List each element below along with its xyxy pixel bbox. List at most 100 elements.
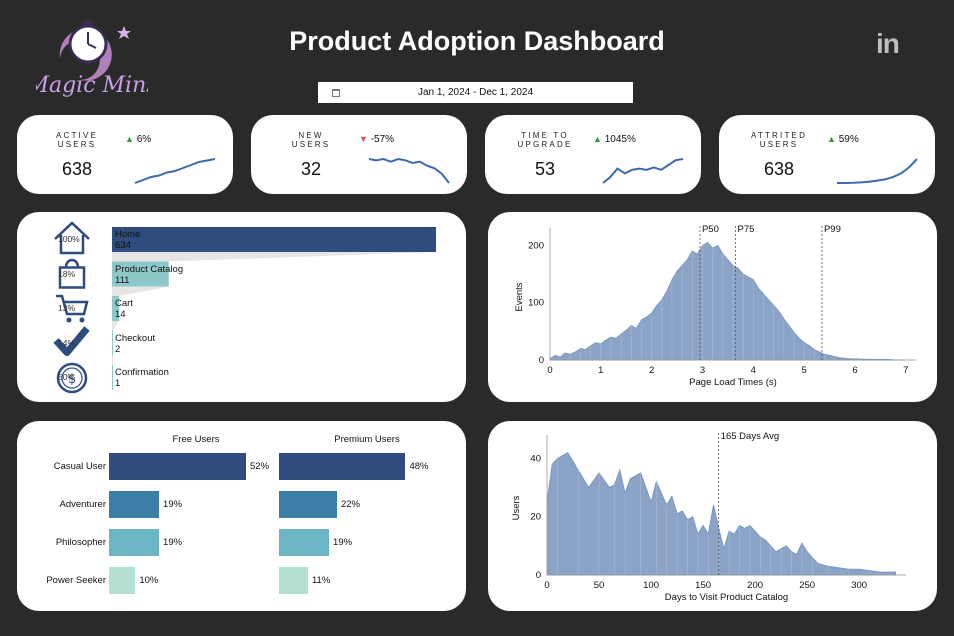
funnel-step-label: Checkout 2 <box>115 333 155 355</box>
svg-text:$: $ <box>68 372 76 387</box>
x-tick-label: 0 <box>544 580 549 591</box>
free-segment-value: 19% <box>163 537 183 548</box>
home-icon <box>54 221 90 255</box>
funnel-chart: $ <box>53 221 436 394</box>
user-segments-card: Free Users Premium Users Casual User 52% 4… <box>17 421 466 611</box>
funnel-connector <box>112 286 169 296</box>
sparkline <box>134 158 216 184</box>
free-segment-value: 52% <box>250 461 270 472</box>
funnel-step-value: 634 <box>115 240 131 251</box>
load-time-chart-card: 0 1 2 3 4 5 6 7 0 100 200 Page Load Times (s) Events… <box>488 212 937 402</box>
premium-segment-value: 48% <box>409 461 429 472</box>
x-tick-label: 0 <box>547 365 552 376</box>
kpi-value: 638 <box>763 159 795 179</box>
histogram-area <box>546 452 897 576</box>
premium-segment-value: 22% <box>340 499 360 510</box>
funnel-conversion-pct: 100% <box>58 234 80 244</box>
x-tick-label: 250 <box>799 580 815 591</box>
funnel-step-name: Home <box>115 229 141 240</box>
y-tick-label: 100 <box>528 298 544 309</box>
segment-label: Adventurer <box>59 499 106 510</box>
down-arrow-icon: ▼ <box>359 134 368 144</box>
y-tick-label: 200 <box>528 240 544 251</box>
funnel-bar <box>112 365 113 390</box>
kpi-card-time-to-upgrade: TIME TO UPGRADE 53 ▲ 1045% <box>485 115 701 194</box>
funnel-bar <box>112 227 436 252</box>
premium-segment-value: 11% <box>311 575 331 586</box>
funnel-step-label: Cart 14 <box>115 298 133 320</box>
calendar-icon <box>332 88 340 97</box>
y-axis-label: Events <box>514 282 525 311</box>
stopwatch-icon: Magic Mins <box>25 20 158 98</box>
kpi-delta: ▲ 6% <box>125 134 152 145</box>
catalog-visit-chart-card: 0 50 100 150 200 250 300 0 20 40 Days to Visit Pro… <box>488 421 937 611</box>
premium-segment-bar <box>279 529 330 556</box>
segment-label: Philosopher <box>55 537 106 548</box>
histogram-area <box>549 241 906 361</box>
linkedin-icon[interactable]: in <box>876 28 900 59</box>
kpi-card-new-users: NEW USERS 32 ▼ -57% <box>251 115 467 194</box>
funnel-step-value: 14 <box>115 309 126 320</box>
x-tick-label: 150 <box>695 580 711 591</box>
funnel-bar <box>112 296 120 321</box>
premium-segment-bar <box>279 567 308 594</box>
funnel-conversion-pct: 50% <box>58 372 76 382</box>
marker-label: P75 <box>738 224 755 235</box>
sparkline <box>368 157 450 184</box>
x-tick-label: 2 <box>649 365 654 376</box>
free-segment-bar <box>109 529 160 556</box>
kpi-delta: ▲ 59% <box>827 134 859 145</box>
funnel-bar <box>112 261 169 287</box>
funnel-bar <box>112 330 114 356</box>
brand-logo: Magic Mins <box>25 14 158 102</box>
funnel-step-value: 1 <box>115 378 121 389</box>
kpi-label: TIME TO UPGRADE <box>517 131 573 149</box>
segment-label: Casual User <box>53 461 106 472</box>
up-arrow-icon: ▲ <box>125 134 134 144</box>
x-tick-label: 100 <box>643 580 659 591</box>
free-segment-value: 19% <box>163 499 183 510</box>
page-title: Product Adoption Dashboard <box>289 26 665 56</box>
funnel-step-name: Product Catalog <box>115 263 184 275</box>
x-tick-label: 3 <box>700 365 705 376</box>
sparkline-path <box>134 158 216 184</box>
kpi-value: 638 <box>61 159 93 179</box>
funnel-conversion-pct: 18% <box>58 268 76 279</box>
x-tick-label: 50 <box>594 580 605 591</box>
marker-label: P99 <box>824 224 841 235</box>
free-segment-bar <box>109 491 160 518</box>
funnel-step-label: Home 634 <box>115 229 140 251</box>
funnel-conversion-pct: 13% <box>58 303 76 313</box>
kpi-card-active-users: ACTIVE USERS 638 ▲ 6% <box>17 115 233 194</box>
x-tick-label: 300 <box>851 580 867 591</box>
premium-users-header: Premium Users <box>334 434 400 445</box>
funnel-step-value: 2 <box>115 343 121 355</box>
catalog-visit-histogram: 0 50 100 150 200 250 300 0 20 40 Days to Visit Pro… <box>511 431 906 603</box>
kpi-label: NEW USERS <box>291 131 331 149</box>
up-arrow-icon: ▲ <box>827 134 836 144</box>
dollar-icon: $ <box>56 362 88 394</box>
x-tick-label: 7 <box>903 365 908 376</box>
marker-label: P50 <box>702 224 719 235</box>
kpi-delta: ▼ -57% <box>359 134 395 145</box>
funnel-step-name: Cart <box>115 298 133 309</box>
funnel-step-label: Product Catalog 111 <box>115 264 183 286</box>
y-tick-label: 40 <box>530 453 541 464</box>
marker-label: 165 Days Avg <box>721 431 779 442</box>
funnel-connector <box>112 355 114 365</box>
kpi-value: 53 <box>534 159 556 179</box>
y-axis-label: Users <box>511 495 522 520</box>
free-users-header: Free Users <box>172 434 220 445</box>
sparkline <box>837 158 918 184</box>
premium-segment-bar <box>279 491 337 518</box>
sparkline-path <box>368 157 450 184</box>
kpi-label: ATTRITED USERS <box>750 131 808 149</box>
up-arrow-icon: ▲ <box>593 134 602 144</box>
kpi-value: 32 <box>300 159 322 179</box>
premium-segment-bar <box>279 453 406 480</box>
x-tick-label: 4 <box>751 365 756 376</box>
date-range-filter[interactable]: Jan 1, 2024 - Dec 1, 2024 <box>318 82 633 103</box>
y-tick-label: 0 <box>539 355 544 366</box>
funnel-conversion-pct: 14% <box>58 337 76 348</box>
x-tick-label: 200 <box>747 580 763 591</box>
